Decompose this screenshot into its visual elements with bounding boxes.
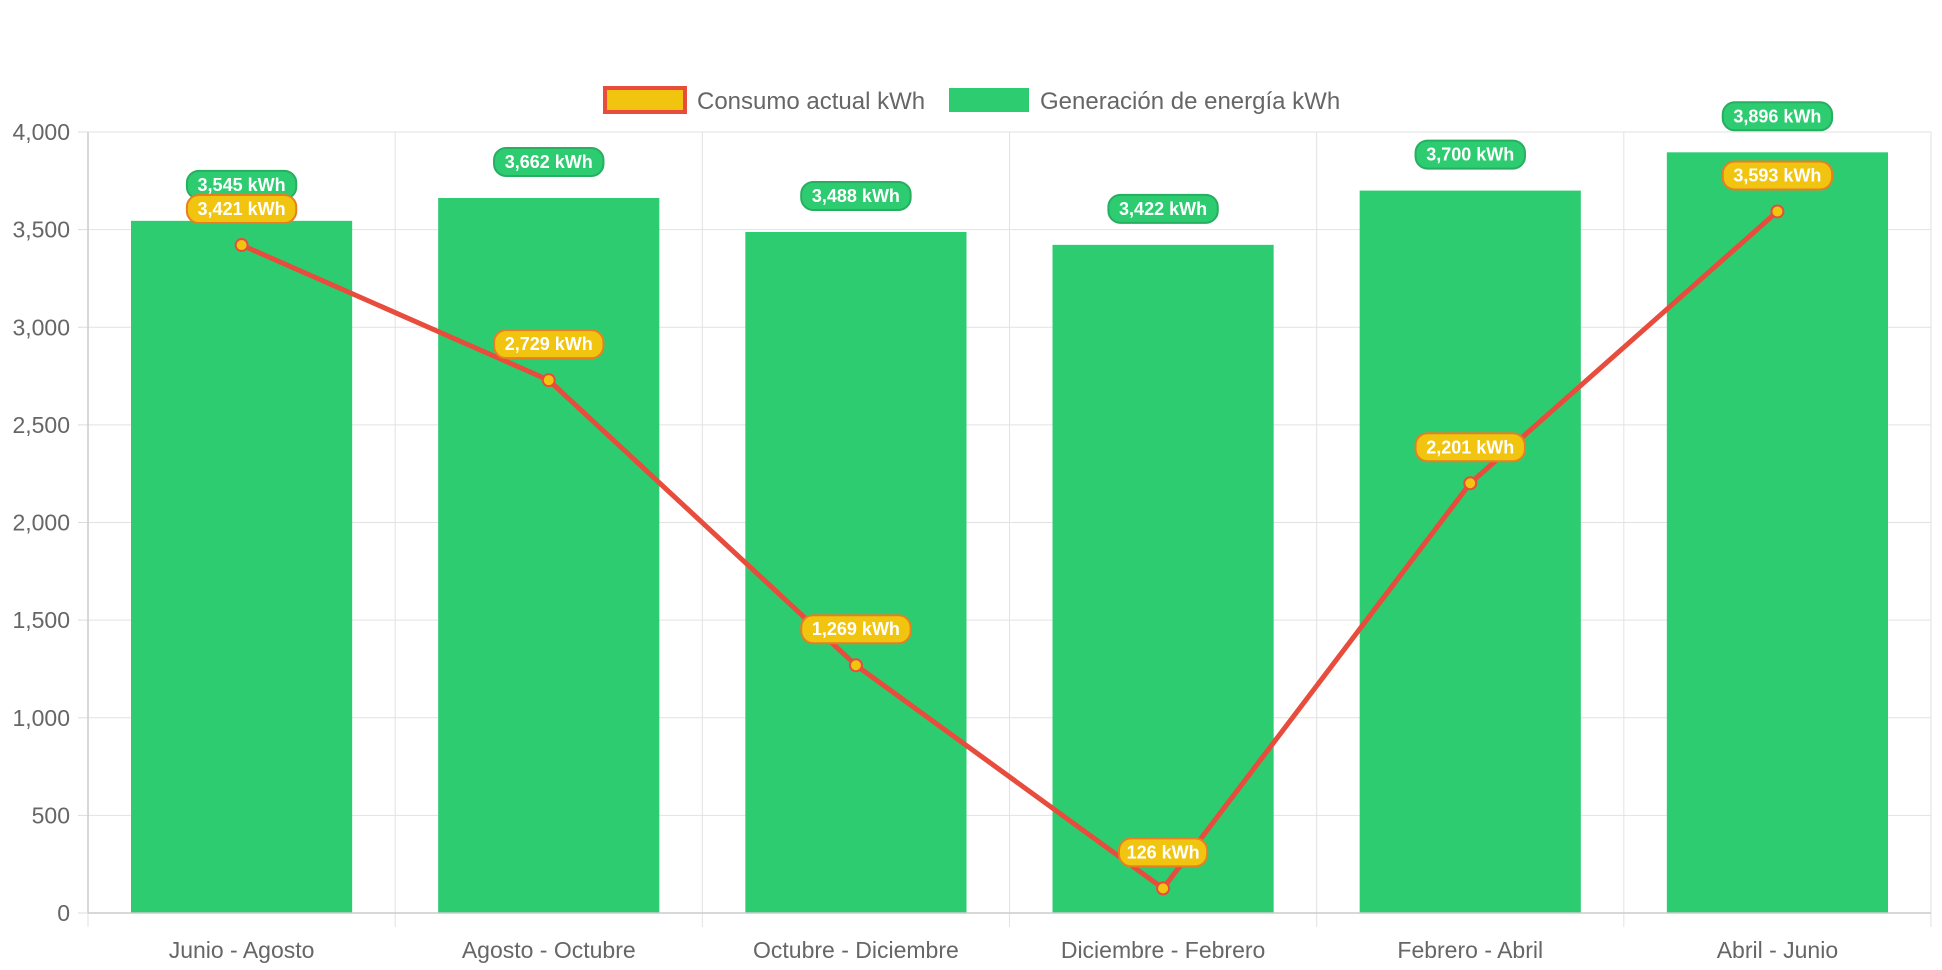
bar-value-label: 3,896 kWh xyxy=(1721,101,1834,132)
line-value-label: 2,201 kWh xyxy=(1414,432,1526,463)
line-point[interactable] xyxy=(541,373,556,388)
y-tick-label: 3,000 xyxy=(12,314,70,340)
legend-swatch-consumo[interactable] xyxy=(603,86,687,114)
line-value-label-text: 1,269 kWh xyxy=(812,619,900,639)
bar-value-label-text: 3,422 kWh xyxy=(1119,199,1207,219)
line-value-label-text: 3,593 kWh xyxy=(1733,165,1821,185)
bar-value-label-bg xyxy=(1107,193,1219,224)
bar-value-label-text: 3,545 kWh xyxy=(198,175,286,195)
legend[interactable]: Consumo actual kWh Generación de energía… xyxy=(603,86,1340,115)
x-tick-label: Abril - Junio xyxy=(1717,937,1838,963)
line-value-label: 1,269 kWh xyxy=(800,614,912,645)
bar-series xyxy=(131,152,1888,914)
bar-value-label-text: 3,896 kWh xyxy=(1733,106,1821,126)
line-value-label: 3,421 kWh xyxy=(185,194,298,225)
bar-value-label-text: 3,488 kWh xyxy=(812,186,900,206)
bar-value-label-bg xyxy=(1721,101,1834,132)
bar[interactable] xyxy=(1052,244,1274,914)
y-tick-label: 1,000 xyxy=(12,705,70,731)
bar-value-label: 3,545 kWh xyxy=(185,169,298,200)
y-tick-label: 4,000 xyxy=(12,119,70,145)
bar-value-label: 3,488 kWh xyxy=(800,180,912,211)
y-tick-label: 1,500 xyxy=(12,607,70,633)
line-point[interactable] xyxy=(848,658,863,673)
line-value-label: 3,593 kWh xyxy=(1721,160,1834,191)
x-tick-label: Febrero - Abril xyxy=(1397,937,1543,963)
y-tick-label: 3,500 xyxy=(12,217,70,243)
bar-value-label-bg xyxy=(493,146,605,177)
line-value-label-bg xyxy=(185,194,298,225)
bar[interactable] xyxy=(745,231,967,913)
x-tick-label: Diciembre - Febrero xyxy=(1061,937,1266,963)
grid xyxy=(87,131,1932,927)
line-value-label-bg xyxy=(1117,837,1209,868)
line-value-label-text: 2,201 kWh xyxy=(1426,437,1514,457)
line-point[interactable] xyxy=(1463,476,1478,491)
bar-value-label-text: 3,662 kWh xyxy=(505,152,593,172)
line-value-label: 126 kWh xyxy=(1117,837,1209,868)
bar[interactable] xyxy=(1666,152,1888,913)
bar[interactable] xyxy=(438,197,660,913)
bar-value-label-bg xyxy=(1414,139,1526,170)
y-tick-label: 2,000 xyxy=(12,510,70,536)
line-value-label-text: 2,729 kWh xyxy=(505,334,593,354)
bar-value-label: 3,662 kWh xyxy=(493,146,605,177)
bar-value-label-bg xyxy=(800,180,912,211)
x-tick-label: Junio - Agosto xyxy=(169,937,315,963)
line-value-label-text: 126 kWh xyxy=(1127,842,1200,862)
line-value-label-text: 3,421 kWh xyxy=(198,199,286,219)
line-point[interactable] xyxy=(1156,881,1171,896)
legend-swatch-generacion[interactable] xyxy=(949,88,1029,112)
line-value-label: 2,729 kWh xyxy=(493,329,605,360)
line-value-label-bg xyxy=(493,329,605,360)
y-tick-label: 500 xyxy=(32,802,70,828)
line-value-label-bg xyxy=(1721,160,1834,191)
legend-label-consumo[interactable]: Consumo actual kWh xyxy=(697,88,925,115)
bar-value-label-text: 3,700 kWh xyxy=(1426,145,1514,165)
y-tick-label: 0 xyxy=(57,900,70,926)
bar[interactable] xyxy=(1359,190,1581,913)
legend-label-generacion[interactable]: Generación de energía kWh xyxy=(1040,88,1340,115)
bar-value-label: 3,700 kWh xyxy=(1414,139,1526,170)
data-labels: 3,545 kWh 3,662 kWh 3,488 kWh 3,422 kWh 3,70… xyxy=(185,101,1834,868)
axes: 0 500 1,000 1,500 2,000 2,500 3,000 3,500 4,000 J… xyxy=(12,119,1931,963)
bar-value-label: 3,422 kWh xyxy=(1107,193,1219,224)
y-tick-label: 2,500 xyxy=(12,412,70,438)
bar[interactable] xyxy=(131,220,353,913)
line-point[interactable] xyxy=(234,238,249,253)
x-tick-label: Agosto - Octubre xyxy=(462,937,636,963)
line-value-label-bg xyxy=(1414,432,1526,463)
line-value-label-bg xyxy=(800,614,912,645)
x-tick-label: Octubre - Diciembre xyxy=(753,937,959,963)
line-point[interactable] xyxy=(1770,204,1785,219)
